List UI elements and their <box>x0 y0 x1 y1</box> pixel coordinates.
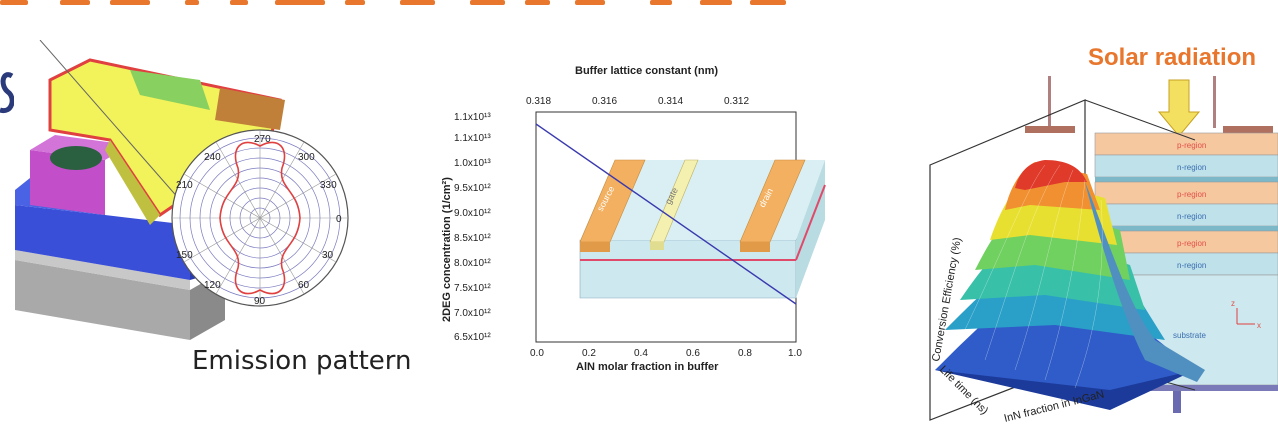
polar-label-270: 270 <box>254 134 271 145</box>
2deg-curve <box>535 123 797 305</box>
polar-label-30: 30 <box>322 250 334 261</box>
polar-label-90: 90 <box>254 296 266 307</box>
ray-left <box>1048 76 1051 128</box>
y-axis-label: 2DEG concentration (1/cm²) <box>441 177 453 322</box>
solar-cell-diagram: p-region n-region p-region n-region p-re… <box>929 76 1278 425</box>
y-tick-9: 7.0x10¹² <box>454 308 491 319</box>
polar-label-0: 0 <box>336 214 342 225</box>
x-tick-1: 0.0 <box>530 348 544 359</box>
y-tick-10: 6.5x10¹² <box>454 332 491 343</box>
layer-1-label: p-region <box>1177 141 1206 150</box>
led-structure-diagram <box>15 40 285 340</box>
y-tick-7: 8.0x10¹² <box>454 258 491 269</box>
layer-3-label: p-region <box>1177 190 1206 199</box>
substrate-label: substrate <box>1173 331 1206 340</box>
x-axis-label: AlN molar fraction in buffer <box>576 361 719 370</box>
top-tick-3: 0.314 <box>658 96 683 107</box>
mesa-contact <box>50 146 102 170</box>
x-tick-5: 0.8 <box>738 348 752 359</box>
edge-glyph <box>0 72 14 114</box>
ray-right <box>1213 76 1216 128</box>
solar-arrow <box>1157 79 1201 137</box>
emission-pattern-caption: Emission pattern <box>192 346 412 376</box>
y-tick-2: 1.1x10¹³ <box>454 133 491 144</box>
polar-label-210: 210 <box>176 180 193 191</box>
hemt-2deg-chart: Buffer lattice constant (nm) 0.318 0.316… <box>441 65 826 370</box>
y-tick-6: 8.5x10¹² <box>454 233 491 244</box>
polar-label-240: 240 <box>204 152 221 163</box>
x-tick-4: 0.6 <box>686 348 700 359</box>
layer-2-label: n-region <box>1177 163 1206 172</box>
polar-label-60: 60 <box>298 280 310 291</box>
x-tick-3: 0.4 <box>634 348 648 359</box>
z-axis-label: Conversion Efficiency (%) <box>930 237 964 363</box>
top-axis-title: Buffer lattice constant (nm) <box>575 65 718 77</box>
polar-label-150: 150 <box>176 250 193 261</box>
solar-radiation-title: Solar radiation <box>1088 44 1257 71</box>
axis-x-label: x <box>1257 321 1261 330</box>
layer-5-label: p-region <box>1177 239 1206 248</box>
axis-z-label: z <box>1231 299 1235 308</box>
y-tick-1: 1.1x10¹³ <box>454 112 491 123</box>
layer-6-label: n-region <box>1177 261 1206 270</box>
efficiency-surface <box>935 160 1205 410</box>
polar-label-330: 330 <box>320 180 337 191</box>
polar-label-120: 120 <box>204 280 221 291</box>
emission-curve <box>219 141 301 295</box>
y-ticks: 1.1x10¹³ 1.1x10¹³ 1.0x10¹³ 9.5x10¹² 9.0x… <box>454 112 491 343</box>
top-tick-4: 0.312 <box>724 96 749 107</box>
x-tick-6: 1.0 <box>788 348 802 359</box>
y-tick-4: 9.5x10¹² <box>454 183 491 194</box>
y-tick-8: 7.5x10¹² <box>454 283 491 294</box>
y-tick-5: 9.0x10¹² <box>454 208 491 219</box>
y-tick-3: 1.0x10¹³ <box>454 158 491 169</box>
layer-4-label: n-region <box>1177 212 1206 221</box>
cropped-title-strip <box>0 0 786 5</box>
emission-polar-plot: 270 240 300 210 330 0 30 150 120 60 90 <box>171 129 349 307</box>
polar-label-300: 300 <box>298 152 315 163</box>
top-tick-1: 0.318 <box>526 96 551 107</box>
x-tick-2: 0.2 <box>582 348 596 359</box>
top-tick-2: 0.316 <box>592 96 617 107</box>
